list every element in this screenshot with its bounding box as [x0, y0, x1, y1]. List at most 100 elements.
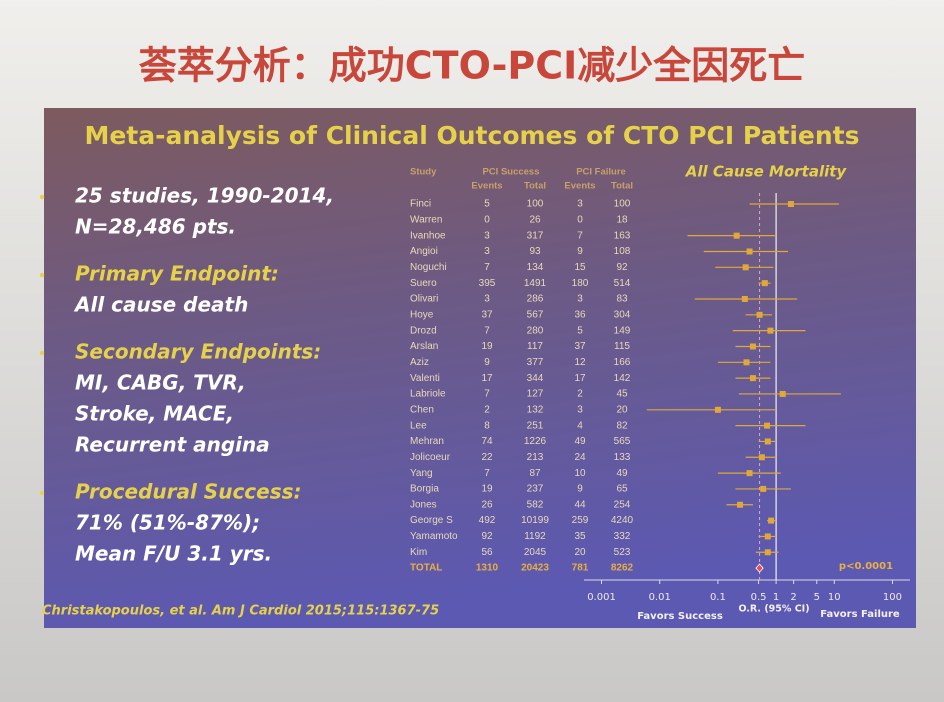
point-estimate: [743, 359, 750, 366]
table-header: Events: [471, 181, 502, 192]
table-cell: Mehran: [410, 436, 444, 447]
table-cell: Yang: [410, 468, 433, 479]
table-cell: 565: [614, 436, 631, 447]
table-cell: 108: [614, 246, 631, 257]
table-cell: Ivanhoe: [410, 230, 446, 241]
table-cell: 10199: [521, 515, 549, 526]
table-cell: Yamamoto: [410, 531, 458, 542]
table-cell: 82: [616, 420, 628, 431]
table-cell: Chen: [410, 404, 434, 415]
table-cell: Borgia: [410, 484, 439, 495]
bullet-dot: [39, 350, 45, 356]
table-header: Total: [611, 181, 633, 192]
point-estimate: [764, 422, 771, 429]
table-cell: 22: [481, 452, 493, 463]
table-cell: 514: [614, 278, 631, 289]
bullet-text: All cause death: [73, 293, 248, 317]
table-cell: 149: [614, 325, 631, 336]
table-cell: Lee: [410, 420, 427, 431]
table-cell: 35: [574, 531, 586, 542]
table-header: PCI Failure: [576, 167, 626, 178]
table-cell: Drozd: [410, 325, 437, 336]
table-cell: 0: [484, 214, 490, 225]
x-tick-label: 0.001: [587, 592, 616, 603]
x-tick-label: 0.5: [751, 592, 767, 603]
table-cell: Suero: [410, 278, 437, 289]
table-cell: 117: [527, 341, 543, 352]
bullet-text: Recurrent angina: [75, 433, 270, 457]
table-header: Total: [524, 181, 546, 192]
table-cell: 127: [527, 389, 544, 400]
table-cell: 567: [527, 309, 544, 320]
table-cell: 4240: [611, 515, 634, 526]
table-cell: 304: [614, 309, 631, 320]
chart-title: All Cause Mortality: [685, 163, 848, 181]
x-tick-label: 5: [814, 592, 820, 603]
table-cell: Jones: [410, 499, 437, 510]
table-cell: 3: [577, 404, 583, 415]
table-cell: 65: [616, 484, 628, 495]
table-cell: 26: [529, 214, 541, 225]
table-cell: 92: [616, 262, 628, 273]
x-tick-label: 100: [883, 592, 902, 603]
table-cell: 286: [527, 294, 544, 305]
bullet-dot: [39, 490, 45, 496]
table-cell: 7: [484, 325, 490, 336]
point-estimate: [746, 248, 753, 255]
table-cell: 163: [614, 230, 631, 241]
table-cell: 180: [572, 278, 589, 289]
table-cell: 37: [574, 341, 586, 352]
table-cell: Warren: [410, 214, 442, 225]
table-cell: 19: [481, 484, 493, 495]
annotation: Favors Failure: [820, 609, 900, 620]
bullet-dot: [39, 194, 45, 200]
table-cell: Labriole: [410, 389, 446, 400]
slide-title: Meta-analysis of Clinical Outcomes of CT…: [84, 121, 859, 150]
table-cell: 26: [481, 499, 493, 510]
x-axis-label: O.R. (95% CI): [738, 604, 809, 615]
forest-plot: All Cause Mortality 0.001 0.01 0.1 0.5 1 2 5 10 1…: [584, 163, 910, 622]
table-cell: 332: [614, 531, 631, 542]
point-estimate: [741, 295, 748, 302]
table-cell: 2: [484, 404, 490, 415]
bullet-heading: Secondary Endpoints:: [75, 340, 321, 364]
table-cell: 134: [527, 262, 544, 273]
point-estimate: [760, 485, 767, 492]
table-cell: 7: [577, 230, 583, 241]
table-cell: 20: [574, 547, 586, 558]
table-cell: 166: [614, 357, 631, 368]
bullet-dot: [39, 272, 45, 278]
table-cell: 2: [577, 389, 583, 400]
table-cell: 142: [614, 373, 631, 384]
point-estimate: [779, 390, 786, 397]
point-estimate: [756, 311, 763, 318]
table-cell: Noguchi: [410, 262, 447, 273]
table-cell: 133: [614, 452, 631, 463]
table-cell: Finci: [410, 199, 431, 210]
table-cell: 17: [481, 373, 493, 384]
table-cell: 12: [574, 357, 586, 368]
table-cell: 49: [616, 468, 628, 479]
bullet-heading: Procedural Success:: [75, 480, 302, 504]
table-cell: 100: [527, 199, 544, 210]
table-cell: Angioi: [410, 246, 438, 257]
table-cell: 24: [574, 452, 586, 463]
x-tick-label: 2: [790, 592, 796, 603]
table-cell: 83: [616, 294, 628, 305]
table-cell: 3: [577, 199, 583, 210]
point-estimate: [767, 327, 774, 334]
table-cell: 582: [527, 499, 544, 510]
table-cell: 20423: [521, 563, 549, 574]
table-cell: 377: [527, 357, 544, 368]
table-cell: 344: [527, 373, 544, 384]
table-cell: TOTAL: [410, 563, 442, 574]
table-cell: 5: [484, 199, 490, 210]
table-cell: 781: [572, 563, 589, 574]
table-cell: 7: [484, 468, 490, 479]
table-cell: 4: [577, 420, 583, 431]
table-cell: 317: [527, 230, 544, 241]
table-cell: 251: [527, 420, 544, 431]
table-cell: 7: [484, 389, 490, 400]
bullet-text: 71% (51%-87%);: [75, 511, 260, 535]
table-header: Study: [410, 167, 437, 178]
